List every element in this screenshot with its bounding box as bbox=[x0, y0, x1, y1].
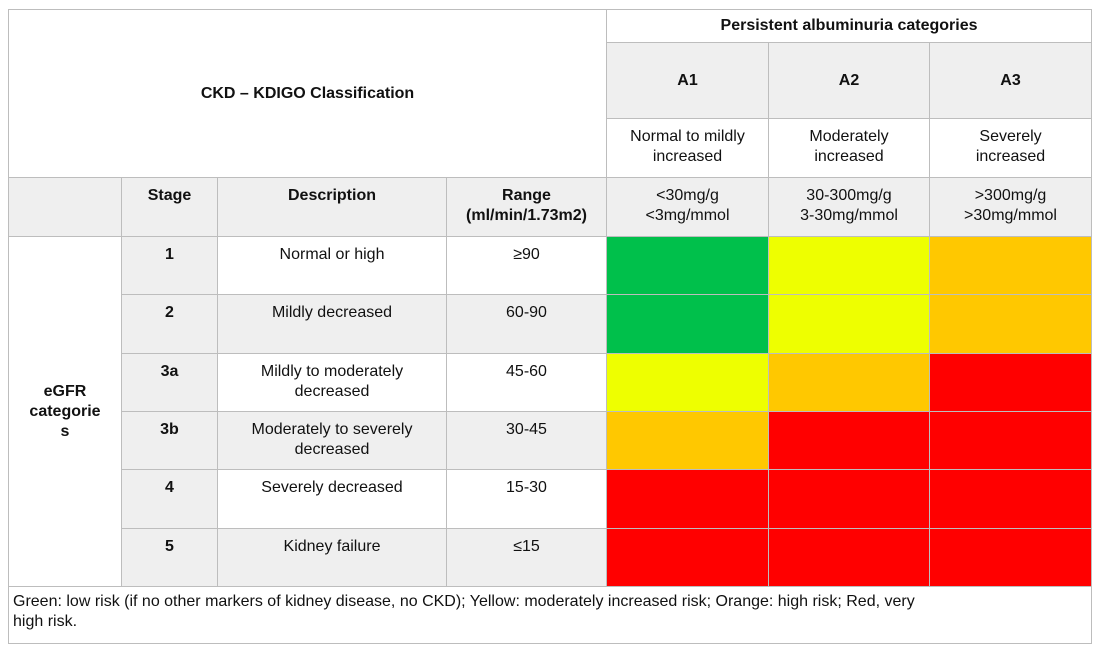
albuminuria-desc-a3: Severely increased bbox=[928, 118, 1093, 178]
risk-cell-red bbox=[768, 528, 930, 587]
stage-cell: 3b bbox=[121, 411, 218, 470]
stage-description-line1: Moderately to severely bbox=[251, 421, 413, 438]
albuminuria-range-line2: <3mg/mmol bbox=[645, 207, 730, 224]
risk-cell-red bbox=[928, 469, 1093, 529]
albuminuria-range-a2: 30-300mg/g 3-30mg/mmol bbox=[768, 177, 930, 237]
stage-cell: 2 bbox=[121, 294, 218, 354]
stage-description: Severely decreased bbox=[217, 469, 447, 529]
footer-line1: Green: low risk (if no other markers of … bbox=[13, 593, 915, 610]
risk-cell-yellow bbox=[606, 353, 769, 412]
risk-cell-red bbox=[768, 469, 930, 529]
stage-range: 45-60 bbox=[446, 353, 607, 412]
risk-cell-orange bbox=[928, 294, 1093, 354]
stage-range: 30-45 bbox=[446, 411, 607, 470]
albuminuria-desc-a2: Moderately increased bbox=[768, 118, 930, 178]
stage-description-line2: decreased bbox=[294, 441, 370, 458]
albuminuria-desc-line2: increased bbox=[652, 148, 723, 165]
albuminuria-code-a1: A1 bbox=[606, 42, 769, 119]
risk-cell-green bbox=[606, 236, 769, 295]
risk-cell-green bbox=[606, 294, 769, 354]
egfr-label-line1: eGFR bbox=[43, 382, 87, 400]
egfr-categories-label: eGFR categorie s bbox=[8, 236, 122, 587]
risk-cell-yellow bbox=[768, 236, 930, 295]
stage-cell: 4 bbox=[121, 469, 218, 529]
risk-cell-red bbox=[928, 528, 1093, 587]
albuminuria-range-a3: >300mg/g >30mg/mmol bbox=[928, 177, 1093, 237]
risk-cell-red bbox=[606, 469, 769, 529]
albuminuria-range-line2: 3-30mg/mmol bbox=[800, 207, 898, 224]
albuminuria-desc-line1: Moderately bbox=[809, 128, 889, 145]
stage-cell: 1 bbox=[121, 236, 218, 295]
albuminuria-range-line1: 30-300mg/g bbox=[806, 187, 892, 204]
stage-cell: 5 bbox=[121, 528, 218, 587]
albuminuria-desc-line2: increased bbox=[975, 148, 1046, 165]
albuminuria-desc-line2: increased bbox=[814, 148, 884, 165]
risk-legend-footer: Green: low risk (if no other markers of … bbox=[7, 586, 1093, 644]
range-header-line1: Range bbox=[502, 187, 551, 204]
stage-description-line1: Mildly to moderately bbox=[260, 363, 404, 380]
egfr-label-line2: categorie bbox=[29, 402, 101, 420]
range-header-line2: (ml/min/1.73m2) bbox=[466, 207, 587, 224]
albuminuria-desc-a1: Normal to mildly increased bbox=[606, 118, 769, 178]
column-header-range: Range (ml/min/1.73m2) bbox=[446, 177, 607, 237]
risk-cell-red bbox=[768, 411, 930, 470]
column-header-stage: Stage bbox=[121, 177, 218, 237]
albuminuria-code-a3: A3 bbox=[928, 42, 1093, 119]
column-header-description: Description bbox=[217, 177, 447, 237]
albuminuria-range-line1: >300mg/g bbox=[974, 187, 1047, 204]
stage-description: Mildly decreased bbox=[217, 294, 447, 354]
albuminuria-range-line1: <30mg/g bbox=[656, 187, 719, 204]
risk-cell-orange bbox=[928, 236, 1093, 295]
albuminuria-header: Persistent albuminuria categories bbox=[605, 9, 1093, 43]
stage-description: Normal or high bbox=[217, 236, 447, 295]
stage-description-line2: decreased bbox=[294, 383, 370, 400]
albuminuria-code-a2: A2 bbox=[768, 42, 930, 119]
risk-cell-red bbox=[928, 411, 1093, 470]
albuminuria-desc-line1: Severely bbox=[979, 128, 1042, 145]
stage-description: Kidney failure bbox=[217, 528, 447, 587]
egfr-label-line3: s bbox=[60, 422, 70, 440]
risk-cell-red bbox=[606, 528, 769, 587]
stage-range: ≤15 bbox=[446, 528, 607, 587]
risk-cell-orange bbox=[606, 411, 769, 470]
stage-description: Mildly to moderately decreased bbox=[217, 353, 447, 412]
albuminuria-range-line2: >30mg/mmol bbox=[964, 207, 1057, 224]
stage-range: 60-90 bbox=[446, 294, 607, 354]
stage-description: Moderately to severely decreased bbox=[217, 411, 447, 470]
stage-range: ≥90 bbox=[446, 236, 607, 295]
albuminuria-desc-line1: Normal to mildly bbox=[630, 128, 745, 145]
risk-cell-red bbox=[928, 353, 1093, 412]
risk-cell-orange bbox=[768, 353, 930, 412]
header-blank-cell bbox=[8, 177, 122, 237]
stage-cell: 3a bbox=[121, 353, 218, 412]
table-title: CKD – KDIGO Classification bbox=[8, 9, 607, 178]
risk-cell-yellow bbox=[768, 294, 930, 354]
albuminuria-range-a1: <30mg/g <3mg/mmol bbox=[606, 177, 769, 237]
stage-range: 15-30 bbox=[446, 469, 607, 529]
kdigo-classification-table: CKD – KDIGO Classification Persistent al… bbox=[7, 9, 1093, 644]
footer-line2: high risk. bbox=[13, 613, 78, 630]
